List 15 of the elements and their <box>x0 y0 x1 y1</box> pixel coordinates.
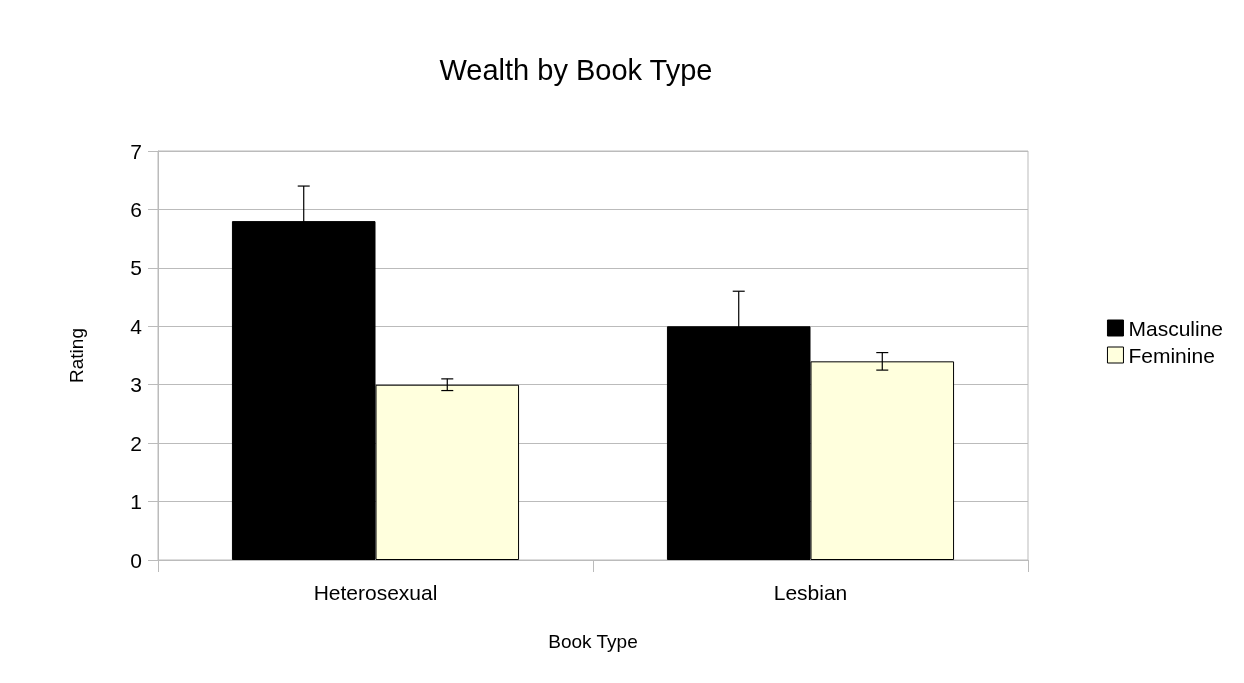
y-tick-label: 3 <box>130 373 142 397</box>
x-axis-title: Book Type <box>548 631 638 652</box>
y-tick-label: 0 <box>130 548 142 572</box>
chart-title: Wealth by Book Type <box>439 53 713 86</box>
y-tick-label: 1 <box>130 490 142 514</box>
y-tick-label: 7 <box>130 139 142 163</box>
y-tick-label: 6 <box>130 197 142 221</box>
legend-label: Masculine <box>1128 316 1224 340</box>
y-tick-label: 4 <box>130 314 143 338</box>
y-axis-title: Rating <box>66 328 87 383</box>
y-tick-label: 5 <box>130 256 142 280</box>
x-tick-label: Heterosexual <box>313 581 438 604</box>
legend-label: Feminine <box>1128 343 1215 367</box>
x-tick-label: Lesbian <box>773 581 848 604</box>
y-tick-label: 2 <box>130 431 142 455</box>
